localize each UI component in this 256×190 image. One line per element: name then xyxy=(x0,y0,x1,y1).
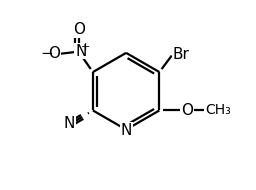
Text: N: N xyxy=(75,44,87,59)
Text: +: + xyxy=(81,42,90,52)
Text: CH₃: CH₃ xyxy=(205,103,231,117)
Text: O: O xyxy=(73,22,85,37)
Text: Br: Br xyxy=(173,47,189,62)
Text: O: O xyxy=(49,47,61,62)
Text: N: N xyxy=(120,123,132,138)
Text: O: O xyxy=(181,103,193,118)
Text: N: N xyxy=(64,116,75,131)
Text: −: − xyxy=(40,46,53,61)
